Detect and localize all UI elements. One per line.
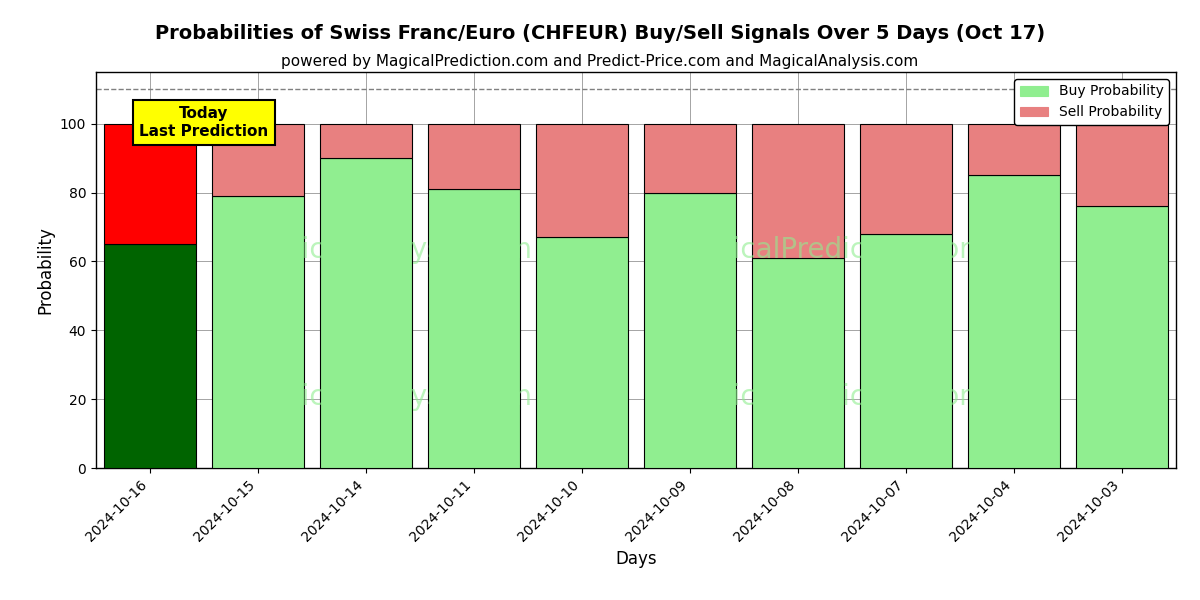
Bar bbox=[104, 124, 196, 244]
Bar bbox=[428, 124, 520, 189]
Bar bbox=[968, 175, 1060, 468]
Text: MagicalAnalysis.com: MagicalAnalysis.com bbox=[244, 236, 532, 264]
Bar bbox=[752, 258, 844, 468]
Bar bbox=[752, 124, 844, 258]
Bar bbox=[644, 124, 736, 193]
Bar bbox=[320, 158, 412, 468]
Bar bbox=[428, 189, 520, 468]
Bar bbox=[212, 196, 304, 468]
Text: MagicalAnalysis.com: MagicalAnalysis.com bbox=[244, 383, 532, 411]
Bar bbox=[968, 124, 1060, 175]
Bar bbox=[1076, 124, 1168, 206]
Text: MagicalPrediction.com: MagicalPrediction.com bbox=[674, 236, 986, 264]
Bar bbox=[104, 244, 196, 468]
Bar bbox=[860, 124, 952, 234]
Y-axis label: Probability: Probability bbox=[36, 226, 54, 314]
Text: Probabilities of Swiss Franc/Euro (CHFEUR) Buy/Sell Signals Over 5 Days (Oct 17): Probabilities of Swiss Franc/Euro (CHFEU… bbox=[155, 24, 1045, 43]
Bar bbox=[536, 237, 628, 468]
Text: powered by MagicalPrediction.com and Predict-Price.com and MagicalAnalysis.com: powered by MagicalPrediction.com and Pre… bbox=[281, 54, 919, 69]
X-axis label: Days: Days bbox=[616, 550, 656, 568]
Text: Today
Last Prediction: Today Last Prediction bbox=[139, 106, 269, 139]
Bar bbox=[320, 124, 412, 158]
Bar bbox=[212, 124, 304, 196]
Legend: Buy Probability, Sell Probability: Buy Probability, Sell Probability bbox=[1014, 79, 1169, 125]
Bar bbox=[860, 234, 952, 468]
Bar bbox=[536, 124, 628, 237]
Text: MagicalPrediction.com: MagicalPrediction.com bbox=[674, 383, 986, 411]
Bar bbox=[1076, 206, 1168, 468]
Bar bbox=[644, 193, 736, 468]
